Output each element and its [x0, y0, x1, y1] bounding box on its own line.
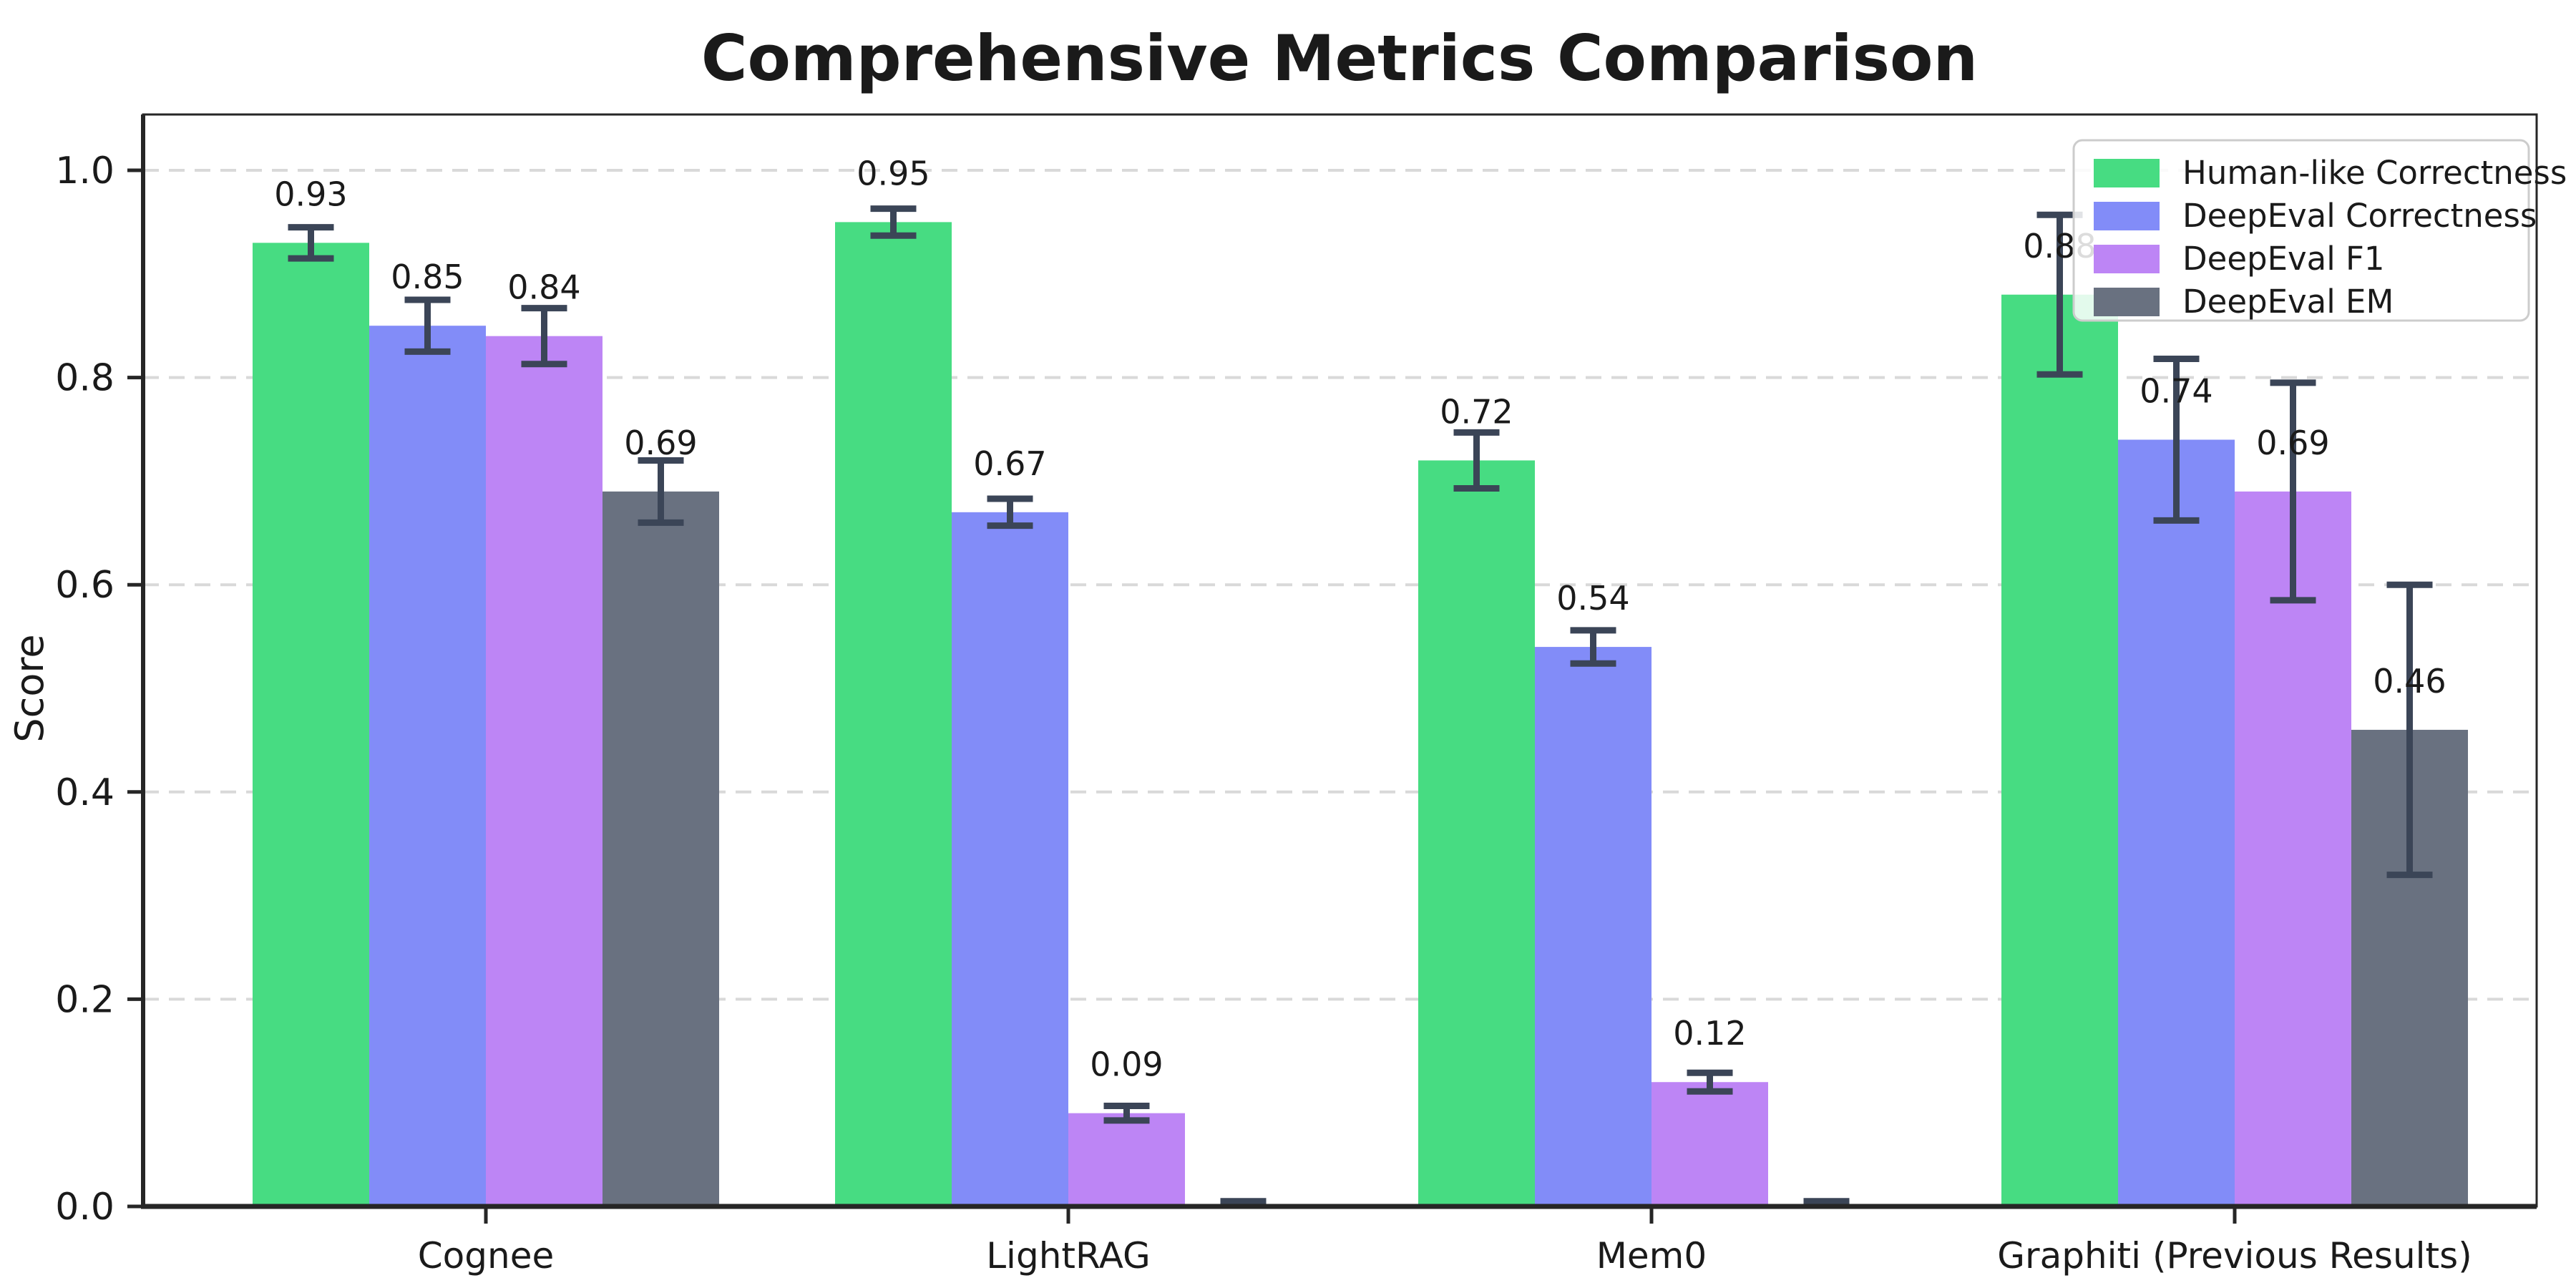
bar-human-like-correctness-mem0: [1418, 460, 1535, 1207]
legend-label-human-like-correctness: Human-like Correctness: [2182, 154, 2567, 192]
y-tick-label-1.0: 1.0: [55, 150, 114, 192]
value-label-human-like-correctness-lightrag: 0.95: [857, 154, 930, 192]
y-tick-label-0.2: 0.2: [55, 978, 114, 1021]
y-tick-label-0.8: 0.8: [55, 357, 114, 400]
y-tick-label-0.6: 0.6: [55, 564, 114, 607]
chart-title: Comprehensive Metrics Comparison: [701, 21, 1978, 95]
bar-deepeval-correctness-graphiti-previous-results: [2118, 439, 2235, 1206]
legend-swatch-deepeval-correctness: [2094, 202, 2160, 230]
legend-swatch-deepeval-em: [2094, 288, 2160, 316]
bar-human-like-correctness-lightrag: [835, 222, 952, 1206]
bar-layer: 0.930.950.720.880.850.670.540.740.840.09…: [253, 154, 2468, 1207]
errorbar-deepeval-correctness-cognee: [404, 296, 451, 355]
errorbar-deepeval-f1-mem0: [1687, 1069, 1733, 1095]
bar-deepeval-f1-graphiti-previous-results: [2235, 491, 2351, 1206]
legend-label-deepeval-correctness: DeepEval Correctness: [2182, 197, 2537, 235]
errorbar-deepeval-correctness-mem0: [1570, 627, 1616, 667]
x-tick-label-mem0: Mem0: [1596, 1235, 1707, 1277]
value-label-deepeval-f1-cognee: 0.84: [507, 268, 580, 307]
legend-swatch-human-like-correctness: [2094, 159, 2160, 187]
legend-label-deepeval-f1: DeepEval F1: [2182, 240, 2385, 278]
bar-human-like-correctness-cognee: [253, 243, 369, 1206]
errorbar-human-like-correctness-lightrag: [870, 205, 917, 239]
legend-label-deepeval-em: DeepEval EM: [2182, 283, 2394, 321]
y-tick-label-0.4: 0.4: [55, 771, 114, 814]
value-label-deepeval-em-cognee: 0.69: [624, 424, 697, 462]
bar-deepeval-f1-lightrag: [1068, 1113, 1185, 1206]
errorbar-deepeval-f1-lightrag: [1103, 1103, 1150, 1124]
value-label-deepeval-correctness-cognee: 0.85: [391, 258, 464, 296]
value-label-deepeval-correctness-lightrag: 0.67: [973, 444, 1046, 483]
axis-layer: 0.0 0.2 0.4 0.6 0.8 1.0 Cognee LightRAG Mem0 Grap…: [55, 113, 2538, 1277]
bar-deepeval-correctness-lightrag: [952, 512, 1068, 1206]
legend: Human-like Correctness DeepEval Correctne…: [2072, 139, 2567, 322]
errorbar-human-like-correctness-mem0: [1453, 429, 1500, 492]
bar-deepeval-f1-cognee: [486, 336, 602, 1207]
bar-deepeval-f1-mem0: [1652, 1082, 1768, 1206]
value-label-deepeval-correctness-mem0: 0.54: [1556, 579, 1629, 618]
value-label-deepeval-f1-mem0: 0.12: [1673, 1014, 1746, 1053]
value-label-deepeval-em-graphiti-previous-results: 0.46: [2373, 662, 2446, 701]
x-tick-label-cognee: Cognee: [418, 1235, 554, 1277]
y-axis-label: Score: [7, 634, 52, 742]
bar-deepeval-correctness-cognee: [369, 326, 486, 1207]
errorbar-deepeval-correctness-graphiti-previous-results: [2153, 356, 2200, 524]
value-label-deepeval-f1-lightrag: 0.09: [1090, 1045, 1163, 1084]
value-label-human-like-correctness-mem0: 0.72: [1440, 392, 1513, 431]
value-label-human-like-correctness-cognee: 0.93: [274, 175, 347, 213]
bar-human-like-correctness-graphiti-previous-results: [2001, 294, 2118, 1206]
errorbar-deepeval-em-cognee: [638, 457, 684, 526]
errorbar-human-like-correctness-cognee: [288, 224, 334, 262]
errorbar-deepeval-f1-graphiti-previous-results: [2270, 379, 2316, 604]
x-tick-label-lightrag: LightRAG: [986, 1235, 1151, 1277]
value-label-deepeval-f1-graphiti-previous-results: 0.69: [2256, 424, 2329, 462]
errorbar-deepeval-em-graphiti-previous-results: [2386, 581, 2433, 879]
value-label-deepeval-correctness-graphiti-previous-results: 0.74: [2140, 371, 2212, 410]
y-tick-label-0.0: 0.0: [55, 1186, 114, 1229]
legend-swatch-deepeval-f1: [2094, 245, 2160, 273]
bar-deepeval-correctness-mem0: [1535, 647, 1652, 1206]
x-tick-label-graphiti-previous-results: Graphiti (Previous Results): [1997, 1235, 2472, 1277]
errorbar-deepeval-f1-cognee: [521, 305, 567, 368]
legend-box: [2072, 139, 2530, 322]
bar-deepeval-em-cognee: [602, 491, 719, 1206]
errorbar-deepeval-correctness-lightrag: [987, 495, 1033, 530]
